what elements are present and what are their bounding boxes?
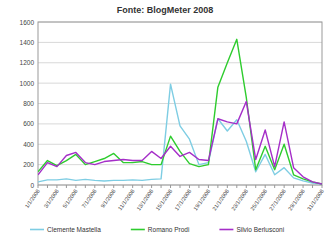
grid-line xyxy=(38,164,322,165)
x-tick xyxy=(142,185,143,188)
x-tick xyxy=(312,185,313,188)
y-tick-label: 1400 xyxy=(20,39,35,46)
legend-label: Romano Prodi xyxy=(148,226,190,233)
x-tick-label: 25/1/2008 xyxy=(249,188,268,211)
x-tick xyxy=(123,185,124,188)
x-tick xyxy=(104,185,105,188)
x-tick-label: 9/1/2008 xyxy=(99,188,116,209)
y-tick-label: 200 xyxy=(23,161,34,168)
y-tick-label: 1000 xyxy=(20,80,35,87)
x-tick xyxy=(236,185,237,188)
y-tick-label: 1200 xyxy=(20,59,35,66)
grid-line xyxy=(38,62,322,63)
y-tick-label: 0 xyxy=(30,182,34,189)
grid-line xyxy=(38,103,322,104)
x-tick xyxy=(75,185,76,188)
x-tick xyxy=(161,185,162,188)
x-tick xyxy=(274,185,275,188)
x-tick xyxy=(180,185,181,188)
x-tick xyxy=(208,185,209,188)
x-tick xyxy=(246,185,247,188)
x-tick xyxy=(47,185,48,188)
x-tick xyxy=(113,185,114,188)
y-tick-label: 1600 xyxy=(20,19,35,26)
x-tick xyxy=(198,185,199,188)
legend-swatch xyxy=(30,229,44,231)
x-tick-label: 27/1/2008 xyxy=(268,188,287,211)
x-tick xyxy=(132,185,133,188)
legend-label: Silvio Berlusconi xyxy=(236,226,284,233)
legend-label: Clemente Mastella xyxy=(47,226,101,233)
legend-swatch xyxy=(219,229,233,231)
series-line xyxy=(38,101,322,184)
plot-area xyxy=(38,39,322,184)
plot-frame xyxy=(38,22,322,185)
x-tick-label: 13/1/2008 xyxy=(135,188,154,211)
x-tick-label: 11/1/2008 xyxy=(117,188,136,211)
x-tick xyxy=(56,185,57,188)
x-tick xyxy=(255,185,256,188)
x-tick xyxy=(227,185,228,188)
x-tick-label: 29/1/2008 xyxy=(287,188,306,211)
x-tick xyxy=(293,185,294,188)
grid-line xyxy=(38,83,322,84)
x-tick-label: 15/1/2008 xyxy=(154,188,173,211)
x-tick xyxy=(170,185,171,188)
grid-line xyxy=(38,42,322,43)
x-tick xyxy=(265,185,266,188)
x-tick-label: 1/1/2008 xyxy=(24,188,41,209)
x-tick xyxy=(303,185,304,188)
x-tick-label: 23/1/2008 xyxy=(230,188,249,211)
legend-swatch xyxy=(131,229,145,231)
x-tick xyxy=(217,185,218,188)
x-tick xyxy=(66,185,67,188)
x-tick xyxy=(151,185,152,188)
y-tick-label: 400 xyxy=(23,141,34,148)
x-tick xyxy=(322,185,323,188)
y-tick-label: 600 xyxy=(23,120,34,127)
chart: Fonte: BlogMeter 2008 0 200 400 600 800 1000 12… xyxy=(0,0,330,237)
x-tick xyxy=(94,185,95,188)
x-tick xyxy=(38,185,39,188)
y-tick-label: 800 xyxy=(23,100,34,107)
x-tick-label: 17/1/2008 xyxy=(173,188,192,211)
x-tick-label: 7/1/2008 xyxy=(80,188,97,209)
x-tick-label: 5/1/2008 xyxy=(61,188,78,209)
x-tick-label: 21/1/2008 xyxy=(211,188,230,211)
title: Fonte: BlogMeter 2008 xyxy=(117,5,214,15)
x-tick-label: 31/1/2008 xyxy=(306,188,325,211)
x-tick xyxy=(189,185,190,188)
x-tick-label: 3/1/2008 xyxy=(43,188,60,209)
x-tick xyxy=(284,185,285,188)
series-line xyxy=(38,39,322,184)
x-tick xyxy=(85,185,86,188)
series-line xyxy=(38,84,322,184)
x-tick-label: 19/1/2008 xyxy=(192,188,211,211)
